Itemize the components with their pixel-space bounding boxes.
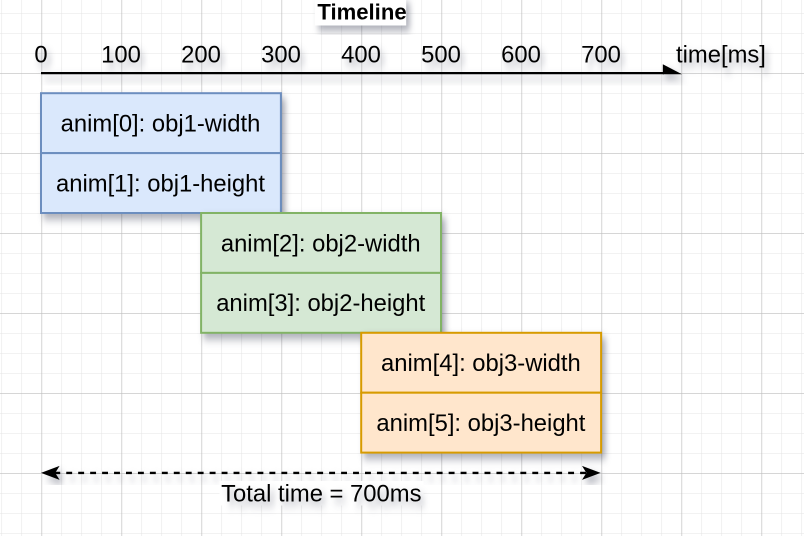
svg-text:400: 400 bbox=[341, 41, 381, 68]
svg-text:anim[1]: obj1-height: anim[1]: obj1-height bbox=[56, 170, 265, 197]
svg-text:anim[3]: obj2-height: anim[3]: obj2-height bbox=[216, 290, 425, 317]
svg-text:500: 500 bbox=[421, 41, 461, 68]
svg-text:200: 200 bbox=[181, 41, 221, 68]
svg-text:Timeline: Timeline bbox=[317, 0, 406, 24]
svg-text:700: 700 bbox=[581, 41, 621, 68]
svg-text:Total time = 700ms: Total time = 700ms bbox=[221, 481, 421, 508]
svg-text:0: 0 bbox=[34, 41, 47, 68]
svg-text:anim[0]: obj1-width: anim[0]: obj1-width bbox=[61, 111, 261, 138]
svg-text:300: 300 bbox=[261, 41, 301, 68]
svg-text:100: 100 bbox=[101, 41, 141, 68]
svg-text:anim[2]: obj2-width: anim[2]: obj2-width bbox=[221, 230, 421, 257]
svg-text:time[ms]: time[ms] bbox=[676, 42, 766, 69]
svg-text:600: 600 bbox=[501, 41, 541, 68]
svg-text:anim[5]: obj3-height: anim[5]: obj3-height bbox=[376, 410, 585, 437]
svg-text:anim[4]: obj3-width: anim[4]: obj3-width bbox=[381, 350, 581, 377]
